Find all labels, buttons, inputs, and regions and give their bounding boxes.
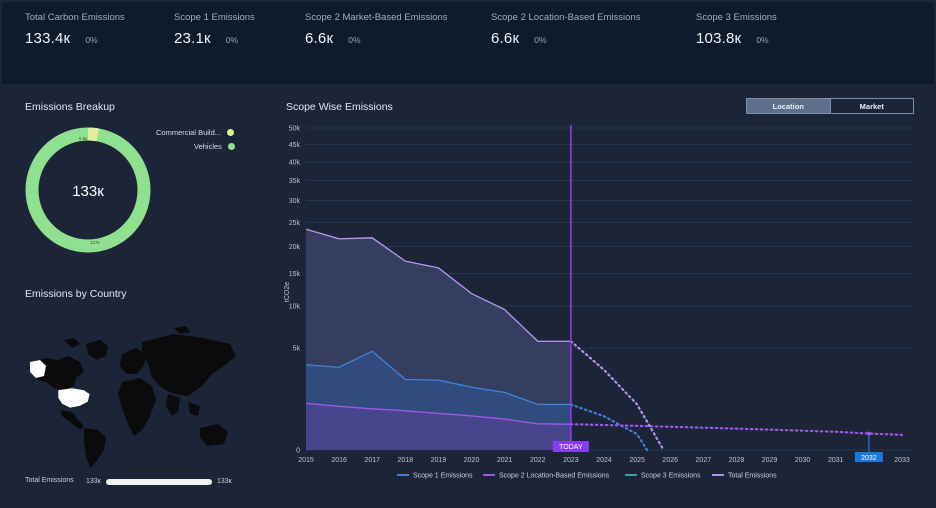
toggle-location-button[interactable]: Location [747, 99, 830, 113]
x-tick-label: 2021 [497, 457, 513, 464]
kpi-value: 103.8к [696, 30, 742, 47]
kpi-value: 6.6к [305, 30, 334, 47]
y-axis-title: tCO2e [284, 282, 291, 302]
kpi-total-carbon: Total Carbon Emissions 133.4к 0% [25, 12, 125, 47]
y-tick-label: 0 [296, 448, 300, 455]
x-tick-label: 2025 [629, 457, 645, 464]
kpi-label: Scope 2 Market-Based Emissions [305, 12, 448, 23]
x-tick-label: 2030 [795, 457, 811, 464]
x-tick-label: 2033 [894, 457, 910, 464]
emissions-breakup-title: Emissions Breakup [25, 101, 115, 113]
kpi-value: 23.1к [174, 30, 211, 47]
kpi-label: Total Carbon Emissions [25, 12, 125, 23]
legend-label: Commercial Build... [156, 128, 222, 137]
highlight-year-label: 2032 [861, 455, 877, 462]
y-tick-label: 25k [289, 220, 301, 227]
total-emissions-label: Total Emissions [25, 477, 74, 484]
y-tick-label: 45k [289, 142, 301, 149]
today-label: TODAY [559, 444, 583, 451]
x-tick-label: 2023 [563, 457, 579, 464]
legend-item[interactable]: Total Emissions [712, 473, 777, 480]
highlight-year-badge [854, 452, 883, 462]
chart-areas [306, 229, 571, 450]
map-land [32, 326, 236, 468]
y-tick-label: 5k [293, 346, 301, 353]
x-tick-label: 2020 [464, 457, 480, 464]
line-scope-2-location-based-emissions [305, 402, 571, 425]
toggle-market-button[interactable]: Market [829, 99, 913, 113]
scale-max-value: 133к [217, 478, 232, 485]
kpi-change: 0% [225, 35, 239, 45]
scale-min-value: 133к [86, 478, 101, 485]
x-tick-label: 2017 [364, 457, 380, 464]
x-tick-label: 2031 [828, 457, 844, 464]
y-tick-label: 10k [289, 303, 301, 310]
location-market-toggle: Location Market [746, 98, 914, 114]
legend-label: Scope 1 Emissions [413, 473, 473, 480]
legend-vehicles[interactable]: Vehicles [194, 142, 235, 151]
kpi-scope1: Scope 1 Emissions 23.1к 0% [174, 12, 255, 47]
chart-lines [305, 228, 904, 452]
scope-chart-title: Scope Wise Emissions [286, 101, 393, 113]
legend-dot [227, 143, 235, 150]
legend-label: Total Emissions [728, 473, 777, 480]
area-scope2-emissions [306, 403, 571, 450]
kpi-bar: Total Carbon Emissions 133.4к 0% Scope 1 … [2, 2, 934, 84]
legend-label: Vehicles [194, 142, 222, 151]
y-tick-label: 40k [289, 159, 301, 166]
legend-item[interactable]: Scope 1 Emissions [397, 473, 473, 480]
legend-label: Scope 3 Emissions [641, 473, 701, 480]
map-region-alaska[interactable] [30, 360, 46, 378]
kpi-label: Scope 3 Emissions [696, 12, 777, 23]
y-tick-label: 15k [289, 271, 301, 278]
kpi-scope2-location: Scope 2 Location-Based Emissions 6.6к 0% [491, 12, 640, 47]
x-tick-label: 2019 [431, 457, 447, 464]
x-tick-label: 2027 [696, 457, 712, 464]
kpi-scope3: Scope 3 Emissions 103.8к 0% [696, 12, 777, 47]
x-tick-label: 2024 [596, 457, 612, 464]
y-tick-label: 50k [289, 126, 301, 133]
kpi-label: Scope 2 Location-Based Emissions [491, 12, 641, 23]
map-region-usa[interactable] [57, 387, 91, 409]
total-emissions-scale: Total Emissions 133к 133к [25, 474, 245, 488]
y-tick-label: 30k [289, 198, 301, 205]
legend-item[interactable]: Scope 2 Location-Based Emissions [483, 473, 610, 480]
y-axis-labels: 0 5k 10k 15k 20k 25k 30k 35k 40k 45k 50k [289, 126, 301, 455]
chart-legend: Scope 1 Emissions Scope 2 Location-Based … [397, 473, 777, 480]
legend-dot [227, 129, 235, 136]
x-tick-label: 2028 [729, 457, 745, 464]
kpi-change: 0% [348, 35, 361, 45]
x-tick-label: 2016 [331, 457, 347, 464]
kpi-scope2-market: Scope 2 Market-Based Emissions 6.6к 0% [305, 12, 448, 47]
forecast-scope-2-location-based-emissions [569, 423, 904, 436]
kpi-value: 6.6к [491, 30, 520, 47]
kpi-change: 0% [85, 35, 98, 45]
line-total-emissions [305, 228, 571, 342]
kpi-value: 133.4к [25, 30, 71, 47]
highlight-point[interactable] [866, 431, 871, 436]
x-tick-label: 2018 [398, 457, 414, 464]
y-tick-label: 20k [289, 244, 301, 251]
chart-markers: TODAY 2032 [552, 125, 883, 462]
forecast-total-emissions [569, 340, 665, 452]
legend-commercial[interactable]: Commercial Build... [156, 128, 235, 137]
kpi-label: Scope 1 Emissions [174, 12, 255, 23]
kpi-change: 0% [756, 35, 769, 45]
line-scope-1-emissions [305, 350, 571, 406]
scale-gradient-bar [106, 479, 212, 485]
emissions-country-title: Emissions by Country [25, 288, 127, 300]
y-tick-label: 35k [289, 178, 301, 185]
legend-item[interactable]: Scope 3 Emissions [625, 473, 701, 480]
kpi-change: 0% [534, 35, 547, 45]
world-map [30, 326, 236, 468]
x-axis-labels: 2015 2016 2017 2018 2019 2020 2021 2022 2023 2024… [298, 457, 910, 464]
x-tick-label: 2029 [762, 457, 778, 464]
today-badge [552, 441, 589, 452]
x-tick-label: 2026 [662, 457, 678, 464]
x-tick-label: 2022 [530, 457, 546, 464]
legend-label: Scope 2 Location-Based Emissions [499, 473, 610, 480]
x-tick-label: 2015 [298, 457, 314, 464]
